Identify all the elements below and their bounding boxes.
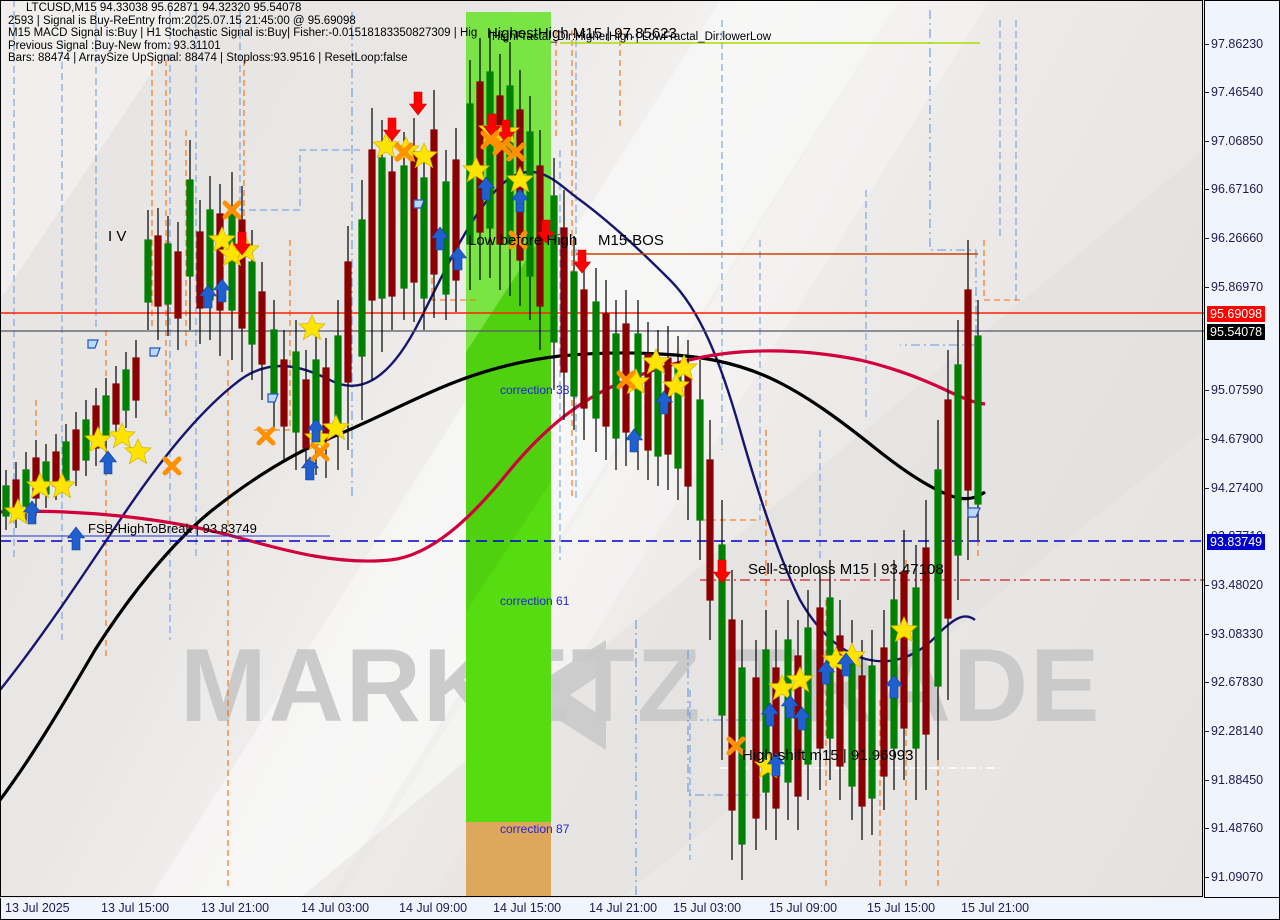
label-low-before-high: Low before High xyxy=(468,232,578,249)
y-tick-mark xyxy=(1205,634,1209,635)
label-correction-87: correction 87 xyxy=(500,822,570,836)
green-correction-zone xyxy=(466,12,551,822)
y-tick-label: 97.06850 xyxy=(1211,134,1264,148)
label-fractal-dir: HighFractal_Dir:HigherHigh | LowFractal_… xyxy=(492,31,772,43)
x-tick-label: 15 Jul 15:00 xyxy=(867,901,936,915)
x-tick-label: 14 Jul 09:00 xyxy=(399,901,468,915)
y-tick-mark xyxy=(1205,92,1209,93)
y-tick-label: 97.86230 xyxy=(1211,37,1264,51)
y-tick-label: 95.86970 xyxy=(1211,280,1264,294)
y-tick-label: 91.48760 xyxy=(1211,821,1264,835)
background-sheen xyxy=(0,0,1204,898)
chart-title: LTCUSD,M15 94.33038 95.62871 94.32320 95… xyxy=(26,2,302,14)
y-tick-label: 92.28140 xyxy=(1211,724,1264,738)
level-lines-layer xyxy=(0,42,1204,769)
price-axis[interactable]: 97.86230 97.46540 97.06850 96.67160 96.2… xyxy=(1204,0,1280,898)
y-tick-label: 93.48020 xyxy=(1211,578,1264,592)
header-line-signal: 2593 | Signal is Buy-ReEntry from:2025.0… xyxy=(8,14,356,27)
x-tick-label: 14 Jul 15:00 xyxy=(493,901,562,915)
label-highest-high: HighestHigh M15 | 97.85623 xyxy=(487,25,677,42)
label-fsb-high-to-break: FSB-HighToBreak | 93.83749 xyxy=(88,521,257,536)
label-m15-bos: M15-BOS xyxy=(598,232,664,249)
y-tick-label: 95.07590 xyxy=(1211,383,1264,397)
y-tick-mark xyxy=(1205,731,1209,732)
chart-info-header: LTCUSD,M15 94.33038 95.62871 94.32320 95… xyxy=(8,2,477,65)
y-tick-mark xyxy=(1205,828,1209,829)
header-line-bars: Bars: 88474 | ArraySize UpSignal: 88474 … xyxy=(8,52,408,65)
y-tick-label: 96.67160 xyxy=(1211,182,1264,196)
y-tick-mark xyxy=(1205,44,1209,45)
y-tick-mark xyxy=(1205,287,1209,288)
label-high-shift: High-shift m15 | 91.96993 xyxy=(742,747,914,764)
y-tick-label: 94.27400 xyxy=(1211,481,1264,495)
x-tick-label: 15 Jul 09:00 xyxy=(769,901,838,915)
plot-border xyxy=(0,0,1203,897)
y-tick-mark xyxy=(1205,877,1209,878)
fsb-price-tag[interactable]: 93.83749 xyxy=(1207,534,1266,550)
label-iv: I V xyxy=(108,228,127,245)
orange-correction-zone xyxy=(466,822,551,897)
y-tick-mark xyxy=(1205,439,1209,440)
y-tick-label: 91.09070 xyxy=(1211,870,1264,884)
y-tick-label: 91.88450 xyxy=(1211,773,1264,787)
y-tick-mark xyxy=(1205,488,1209,489)
x-tick-label: 15 Jul 21:00 xyxy=(961,901,1030,915)
label-correction-61: correction 61 xyxy=(500,594,570,608)
price-chart-canvas[interactable]: MARKETZ TRADE xyxy=(0,0,1204,898)
structure-lines-layer xyxy=(13,0,1020,897)
signal-markers-layer xyxy=(4,91,981,778)
watermark-text: MARKETZ TRADE xyxy=(180,628,1102,744)
y-tick-mark xyxy=(1205,780,1209,781)
y-tick-mark xyxy=(1205,189,1209,190)
candlestick-series[interactable] xyxy=(0,0,1204,898)
y-tick-label: 96.26660 xyxy=(1211,231,1264,245)
x-tick-label: 15 Jul 03:00 xyxy=(673,901,742,915)
x-tick-label: 14 Jul 21:00 xyxy=(589,901,658,915)
y-tick-mark xyxy=(1205,682,1209,683)
header-line-indicators: M15 MACD Signal is:Buy | H1 Stochastic S… xyxy=(8,27,478,40)
header-line-previous-signal: Previous Signal :Buy-New from: 93.31101 xyxy=(8,39,221,52)
y-tick-mark xyxy=(1205,390,1209,391)
last-price-tag[interactable]: 95.54078 xyxy=(1207,324,1266,340)
signal-price-tag[interactable]: 95.69098 xyxy=(1207,306,1266,322)
time-axis[interactable]: 13 Jul 2025 13 Jul 15:00 13 Jul 21:00 14… xyxy=(0,898,1280,920)
x-tick-label: 13 Jul 21:00 xyxy=(201,901,270,915)
y-tick-label: 92.67830 xyxy=(1211,675,1264,689)
x-tick-label: 13 Jul 15:00 xyxy=(101,901,170,915)
label-sell-stoploss: Sell-Stoploss M15 | 93.47108 xyxy=(748,561,944,578)
x-tick-label: 13 Jul 2025 xyxy=(5,901,70,915)
y-tick-label: 93.08330 xyxy=(1211,627,1264,641)
y-tick-mark xyxy=(1205,585,1209,586)
y-tick-label: 94.67900 xyxy=(1211,432,1264,446)
moving-average-layer xyxy=(0,170,986,801)
label-correction-38: correction 38 xyxy=(500,383,570,397)
y-tick-mark xyxy=(1205,141,1209,142)
x-tick-label: 14 Jul 03:00 xyxy=(301,901,370,915)
y-tick-label: 97.46540 xyxy=(1211,85,1264,99)
y-tick-mark xyxy=(1205,238,1209,239)
